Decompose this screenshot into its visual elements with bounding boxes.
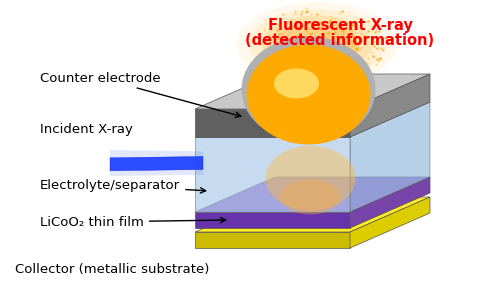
Polygon shape: [195, 74, 430, 109]
Text: Collector (metallic substrate): Collector (metallic substrate): [15, 263, 210, 277]
Ellipse shape: [274, 69, 319, 99]
Polygon shape: [195, 177, 430, 212]
Ellipse shape: [242, 37, 376, 143]
Polygon shape: [195, 197, 430, 232]
Ellipse shape: [274, 21, 359, 67]
Text: (detected information): (detected information): [246, 33, 434, 48]
Polygon shape: [195, 102, 430, 137]
Text: Incident X-ray: Incident X-ray: [40, 124, 133, 137]
Ellipse shape: [262, 15, 372, 73]
Polygon shape: [350, 74, 430, 137]
Polygon shape: [195, 109, 350, 137]
Polygon shape: [350, 102, 430, 212]
Polygon shape: [110, 150, 203, 176]
Ellipse shape: [249, 10, 384, 80]
Polygon shape: [110, 157, 203, 171]
Polygon shape: [350, 197, 430, 248]
Text: Fluorescent X-ray: Fluorescent X-ray: [268, 18, 412, 33]
Text: Counter electrode: Counter electrode: [40, 72, 241, 117]
Polygon shape: [350, 177, 430, 228]
Ellipse shape: [266, 146, 356, 211]
Polygon shape: [195, 232, 350, 248]
Polygon shape: [195, 212, 350, 228]
Ellipse shape: [280, 179, 340, 214]
Text: LiCoO₂ thin film: LiCoO₂ thin film: [40, 216, 226, 228]
Polygon shape: [195, 137, 350, 212]
Ellipse shape: [246, 45, 370, 145]
Text: Electrolyte/separator: Electrolyte/separator: [40, 178, 205, 193]
Ellipse shape: [236, 2, 396, 87]
